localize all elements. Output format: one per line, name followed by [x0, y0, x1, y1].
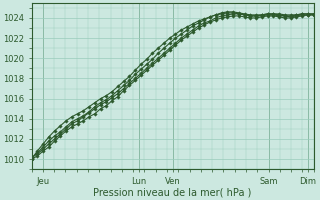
X-axis label: Pression niveau de la mer( hPa ): Pression niveau de la mer( hPa ): [93, 187, 252, 197]
